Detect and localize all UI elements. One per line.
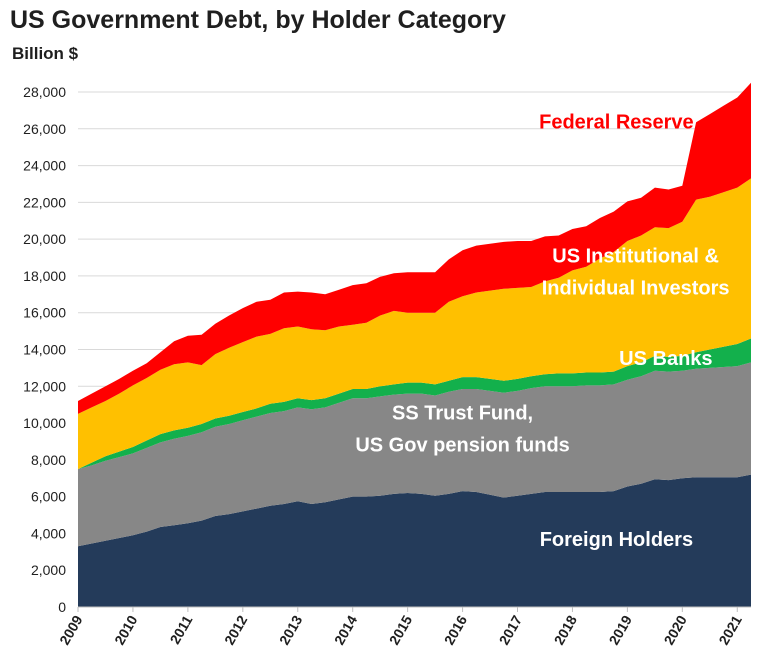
area-us-institutional-individual-investors: [78, 178, 751, 470]
y-tick-label: 0: [58, 599, 66, 615]
x-tick-label: 2017: [496, 612, 526, 647]
y-tick-label: 24,000: [23, 158, 66, 174]
y-tick-label: 6,000: [31, 489, 66, 505]
area-foreign-holders: [78, 474, 751, 607]
x-tick-label: 2021: [715, 612, 745, 647]
y-tick-label: 10,000: [23, 415, 66, 431]
y-axis-unit-label: Billion $: [12, 44, 79, 63]
series-label-ss-trust-fund-us-gov-pension-funds: US Gov pension funds: [355, 435, 569, 457]
series-label-federal-reserve: Federal Reserve: [539, 111, 694, 133]
area-federal-reserve: [78, 82, 751, 414]
chart-title: US Government Debt, by Holder Category: [10, 6, 506, 34]
x-tick-label: 2018: [551, 612, 581, 647]
y-tick-label: 12,000: [23, 378, 66, 394]
x-tick-label: 2009: [56, 612, 86, 647]
x-tick-label: 2011: [166, 612, 195, 646]
x-tick-label: 2010: [111, 612, 141, 647]
series-label-foreign-holders: Foreign Holders: [540, 529, 693, 551]
x-tick-label: 2019: [606, 612, 636, 647]
y-tick-label: 2,000: [31, 562, 66, 578]
y-tick-label: 28,000: [23, 84, 66, 100]
x-tick-label: 2016: [441, 612, 471, 647]
y-tick-label: 18,000: [23, 268, 66, 284]
y-tick-label: 4,000: [31, 525, 66, 541]
x-tick-label: 2012: [221, 612, 251, 647]
series-label-us-institutional-individual-investors: Individual Investors: [542, 277, 730, 299]
y-tick-label: 8,000: [31, 452, 66, 468]
y-tick-label: 20,000: [23, 231, 66, 247]
area-ss-trust-fund-us-gov-pension-funds: [78, 362, 751, 547]
x-tick-label: 2020: [660, 612, 690, 647]
y-tick-label: 26,000: [23, 121, 66, 137]
y-tick-label: 14,000: [23, 342, 66, 358]
series-label-us-banks: US Banks: [619, 348, 712, 370]
x-tick-label: 2015: [386, 612, 416, 647]
x-tick-label: 2013: [276, 612, 306, 647]
y-tick-label: 16,000: [23, 305, 66, 321]
x-tick-label: 2014: [331, 612, 361, 647]
series-label-ss-trust-fund-us-gov-pension-funds: SS Trust Fund,: [392, 403, 533, 425]
y-tick-label: 22,000: [23, 194, 66, 210]
series-label-us-institutional-individual-investors: US Institutional &: [552, 245, 719, 267]
